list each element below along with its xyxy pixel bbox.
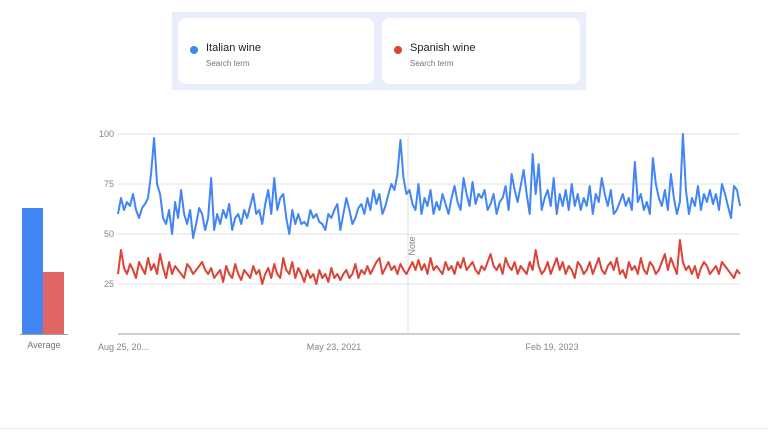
note-label: Note [407,236,417,255]
x-tick-label: May 23, 2021 [307,342,362,352]
y-tick-label: 50 [104,229,114,239]
term-name: Spanish wine [410,42,476,54]
blue-dot-icon [190,46,198,54]
term-subtitle: Search term [410,59,454,68]
average-bar-italian-wine [22,208,43,334]
average-baseline [20,334,68,335]
series-line-italian-wine [117,133,741,239]
average-bar-spanish-wine [43,272,64,334]
term-name: Italian wine [206,42,262,54]
x-tick-label: Aug 25, 20... [98,342,149,352]
x-tick-label: Feb 19, 2023 [525,342,578,352]
term-card-italian-wine[interactable]: Italian wine Search term [178,18,374,84]
search-terms-bar: Italian wine Search term Spanish wine Se… [172,12,586,90]
y-tick-label: 75 [104,179,114,189]
y-tick-label: 100 [99,129,114,139]
average-label: Average [27,340,61,350]
term-card-spanish-wine[interactable]: Spanish wine Search term [382,18,580,84]
series-line-spanish-wine [117,239,741,285]
y-tick-label: 25 [104,279,114,289]
red-dot-icon [394,46,402,54]
term-subtitle: Search term [206,59,250,68]
divider [0,428,768,429]
